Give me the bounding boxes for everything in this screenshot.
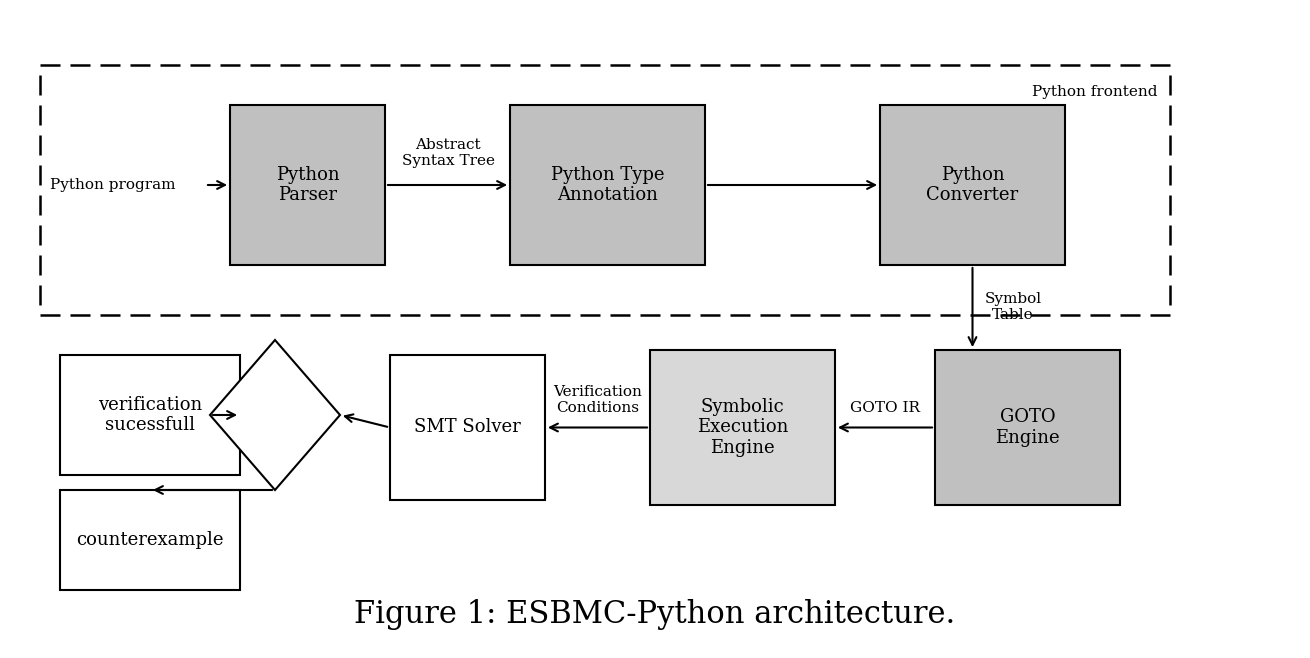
Polygon shape (210, 340, 341, 490)
Bar (880, 105, 1065, 265)
Text: Python Type
Annotation: Python Type Annotation (550, 166, 664, 205)
Text: Symbolic
Execution
Engine: Symbolic Execution Engine (697, 397, 789, 457)
Text: counterexample: counterexample (76, 531, 224, 549)
Text: Symbol
Table: Symbol Table (985, 292, 1041, 322)
Text: Python
Converter: Python Converter (926, 166, 1019, 205)
Bar (60, 490, 240, 590)
Bar (231, 105, 385, 265)
Text: GOTO IR: GOTO IR (850, 401, 920, 415)
Bar (41, 65, 1170, 315)
Text: Python
Parser: Python Parser (275, 166, 339, 205)
Bar (390, 355, 545, 500)
Bar (650, 350, 834, 505)
Text: verification
sucessfull: verification sucessfull (98, 395, 202, 434)
Text: GOTO
Engine: GOTO Engine (996, 408, 1060, 447)
Text: Python program: Python program (50, 178, 176, 192)
Text: Figure 1: ESBMC-Python architecture.: Figure 1: ESBMC-Python architecture. (355, 599, 955, 630)
Text: Python frontend: Python frontend (1032, 85, 1158, 99)
Bar (935, 350, 1120, 505)
Text: Abstract
Syntax Tree: Abstract Syntax Tree (401, 138, 494, 168)
Bar (60, 355, 240, 475)
Bar (510, 105, 705, 265)
Text: SMT Solver: SMT Solver (414, 418, 521, 436)
Text: Verification
Conditions: Verification Conditions (553, 386, 642, 415)
